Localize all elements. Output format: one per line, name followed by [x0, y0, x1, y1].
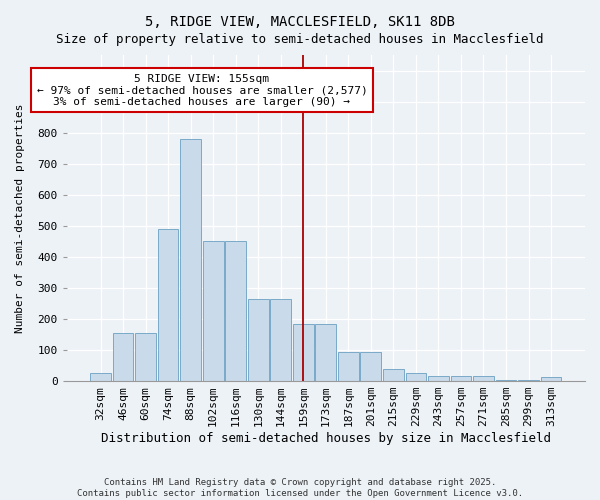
Bar — [406, 374, 426, 381]
Bar — [518, 380, 539, 381]
Bar — [383, 368, 404, 381]
Bar — [90, 374, 111, 381]
Bar — [158, 229, 178, 381]
Text: Contains HM Land Registry data © Crown copyright and database right 2025.
Contai: Contains HM Land Registry data © Crown c… — [77, 478, 523, 498]
Y-axis label: Number of semi-detached properties: Number of semi-detached properties — [15, 104, 25, 333]
Bar — [203, 242, 224, 381]
Bar — [541, 378, 562, 381]
Bar — [316, 324, 336, 381]
Bar — [226, 242, 246, 381]
Text: 5, RIDGE VIEW, MACCLESFIELD, SK11 8DB: 5, RIDGE VIEW, MACCLESFIELD, SK11 8DB — [145, 15, 455, 29]
Bar — [293, 324, 314, 381]
Bar — [180, 139, 201, 381]
Bar — [338, 352, 359, 381]
Bar — [361, 352, 381, 381]
Text: Size of property relative to semi-detached houses in Macclesfield: Size of property relative to semi-detach… — [56, 32, 544, 46]
Bar — [428, 376, 449, 381]
Bar — [496, 380, 517, 381]
X-axis label: Distribution of semi-detached houses by size in Macclesfield: Distribution of semi-detached houses by … — [101, 432, 551, 445]
Text: 5 RIDGE VIEW: 155sqm
← 97% of semi-detached houses are smaller (2,577)
3% of sem: 5 RIDGE VIEW: 155sqm ← 97% of semi-detac… — [37, 74, 367, 107]
Bar — [135, 333, 156, 381]
Bar — [451, 376, 472, 381]
Bar — [248, 299, 269, 381]
Bar — [271, 299, 291, 381]
Bar — [473, 376, 494, 381]
Bar — [113, 333, 133, 381]
